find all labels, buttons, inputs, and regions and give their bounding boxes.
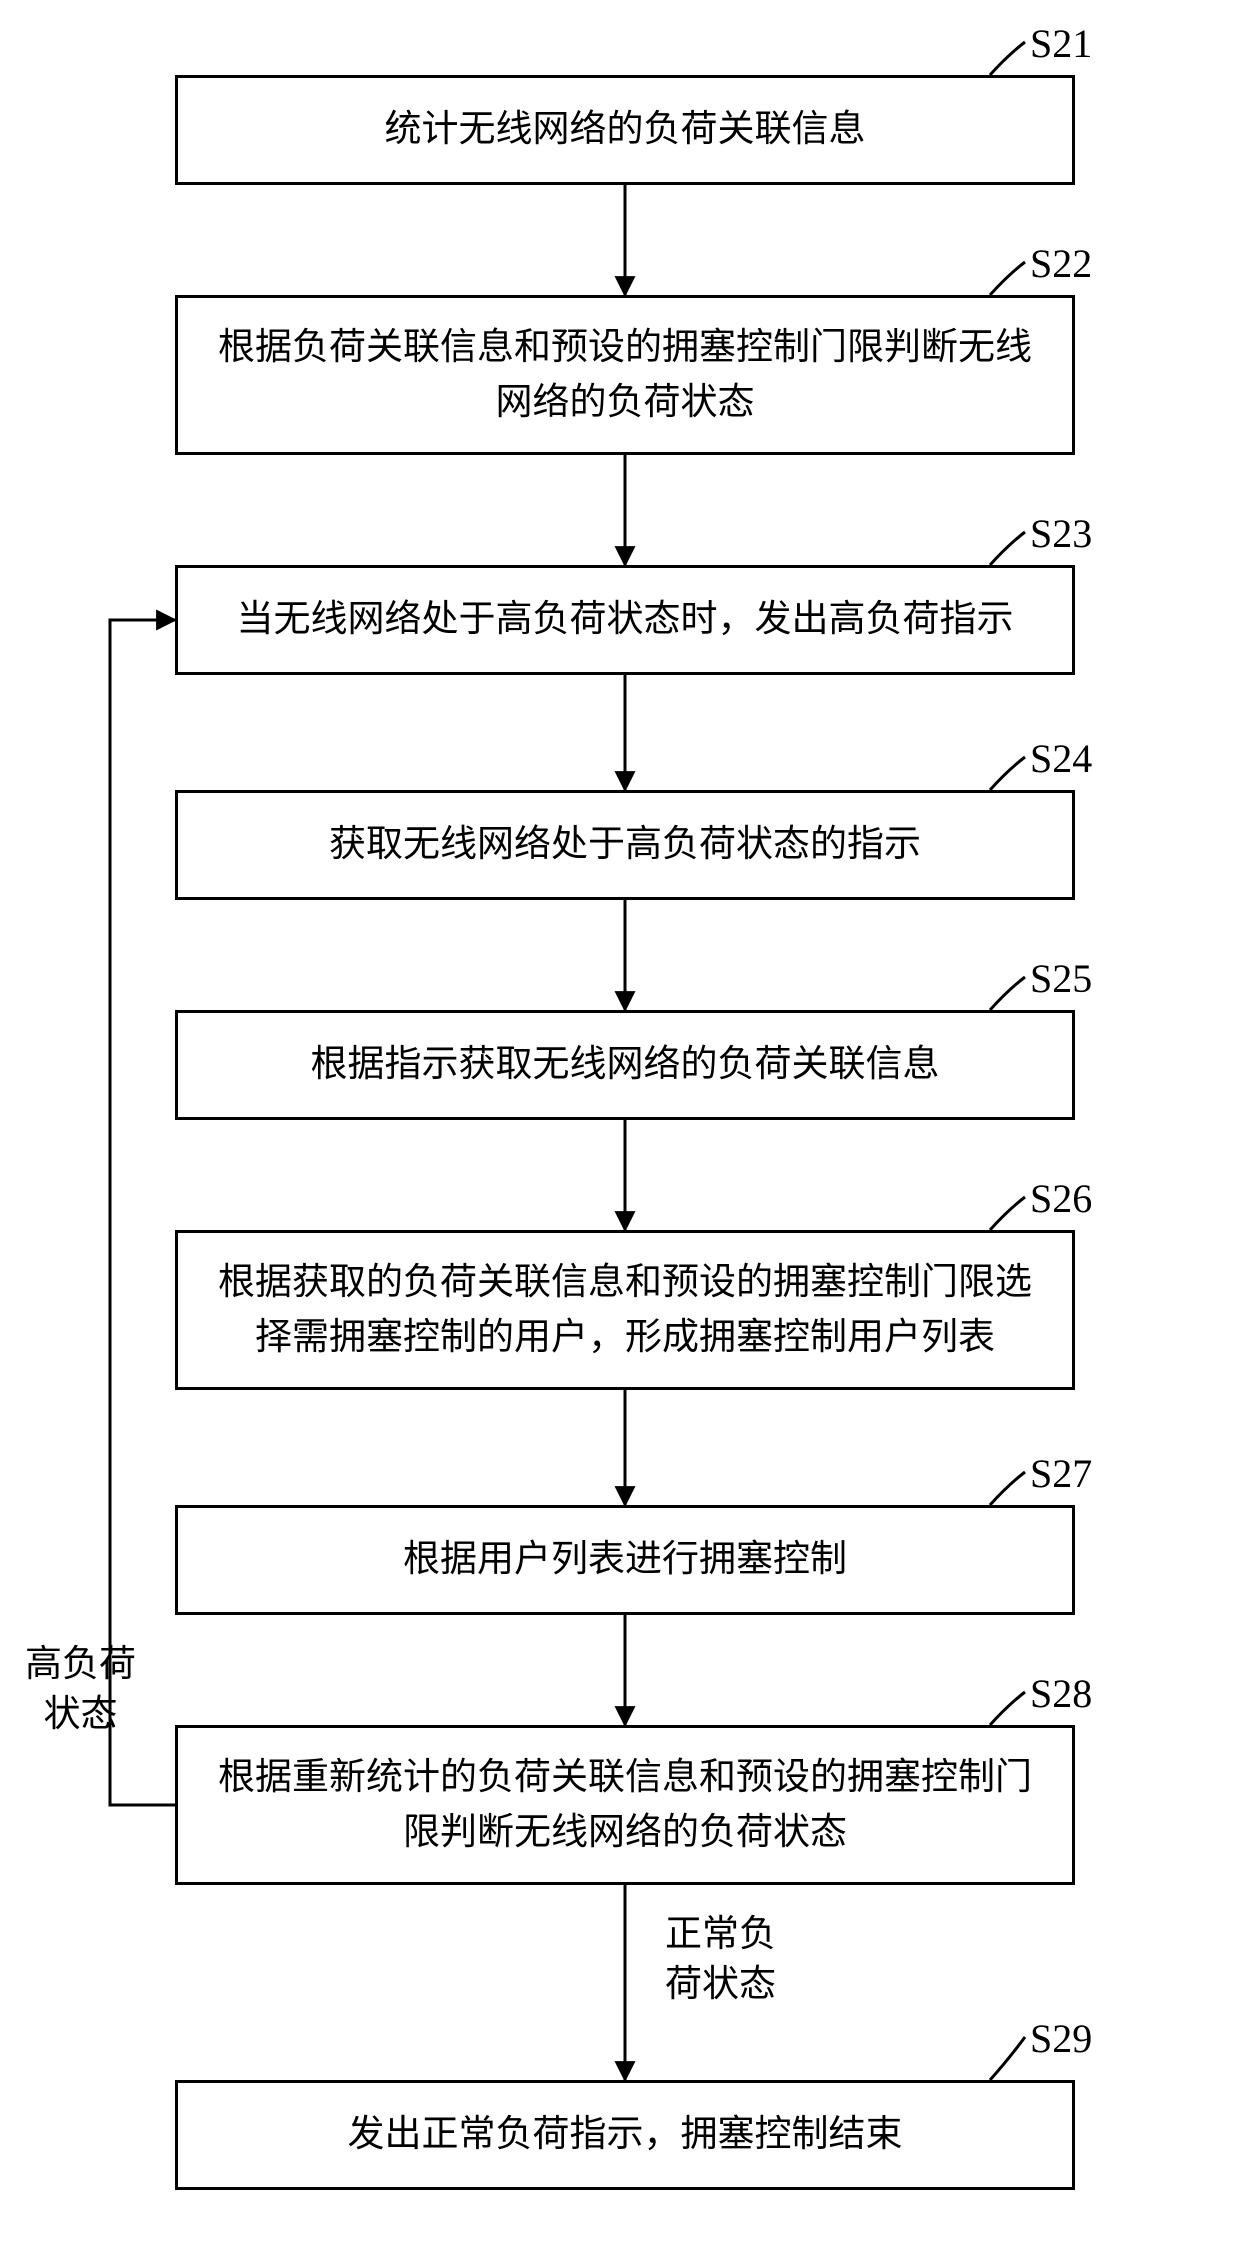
- step-label-S27: S27: [1030, 1450, 1092, 1497]
- step-label-S23: S23: [1030, 510, 1092, 557]
- flowchart-node-n22: 根据负荷关联信息和预设的拥塞控制门限判断无线网络的负荷状态: [175, 295, 1075, 455]
- step-label-S24: S24: [1030, 735, 1092, 782]
- step-label-S28: S28: [1030, 1670, 1092, 1717]
- step-label-S22: S22: [1030, 240, 1092, 287]
- edge-label-0: 高负荷 状态: [25, 1640, 136, 1740]
- flowchart-node-n23: 当无线网络处于高负荷状态时，发出高负荷指示: [175, 565, 1075, 675]
- step-label-S26: S26: [1030, 1175, 1092, 1222]
- flowchart-node-n29: 发出正常负荷指示，拥塞控制结束: [175, 2080, 1075, 2190]
- flowchart-node-n27: 根据用户列表进行拥塞控制: [175, 1505, 1075, 1615]
- flowchart-node-n25: 根据指示获取无线网络的负荷关联信息: [175, 1010, 1075, 1120]
- flowchart-node-n24: 获取无线网络处于高负荷状态的指示: [175, 790, 1075, 900]
- flowchart-node-n21: 统计无线网络的负荷关联信息: [175, 75, 1075, 185]
- edge-label-1: 正常负 荷状态: [665, 1910, 776, 2010]
- flowchart-node-n26: 根据获取的负荷关联信息和预设的拥塞控制门限选择需拥塞控制的用户，形成拥塞控制用户…: [175, 1230, 1075, 1390]
- flowchart-canvas: 统计无线网络的负荷关联信息根据负荷关联信息和预设的拥塞控制门限判断无线网络的负荷…: [0, 0, 1240, 2255]
- flowchart-node-n28: 根据重新统计的负荷关联信息和预设的拥塞控制门限判断无线网络的负荷状态: [175, 1725, 1075, 1885]
- step-label-S21: S21: [1030, 20, 1092, 67]
- step-label-S29: S29: [1030, 2015, 1092, 2062]
- step-label-S25: S25: [1030, 955, 1092, 1002]
